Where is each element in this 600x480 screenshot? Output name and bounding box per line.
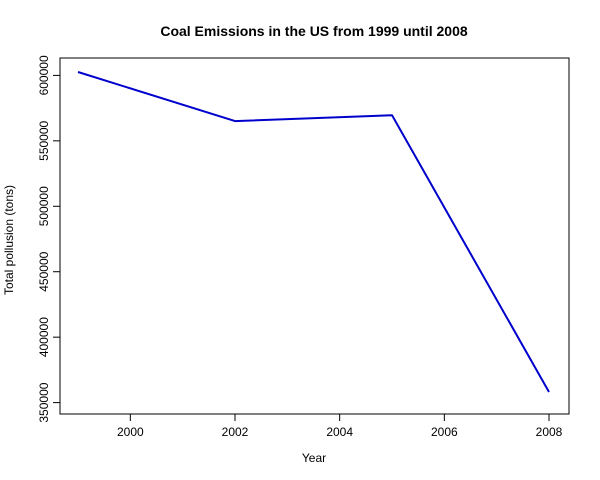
y-tick-label: 400000 — [37, 317, 51, 357]
chart-title: Coal Emissions in the US from 1999 until… — [160, 23, 468, 39]
x-tick-label: 2006 — [431, 425, 458, 439]
y-tick-label: 350000 — [37, 382, 51, 422]
y-tick-label: 600000 — [37, 55, 51, 95]
x-tick-label: 2004 — [326, 425, 353, 439]
y-tick-label: 550000 — [37, 120, 51, 160]
series-layer — [77, 71, 550, 393]
y-axis: 350000 400000 450000 500000 550000 600000 — [37, 55, 61, 423]
y-tick-label: 500000 — [37, 186, 51, 226]
x-tick-label: 2002 — [222, 425, 249, 439]
series-line — [77, 71, 550, 393]
y-tick-label: 450000 — [37, 251, 51, 291]
x-tick-label: 2008 — [536, 425, 563, 439]
y-axis-label: Total pollusion (tons) — [2, 185, 16, 295]
x-axis: 2000 2002 2004 2006 2008 — [117, 413, 563, 439]
x-tick-label: 2000 — [117, 425, 144, 439]
plot-box — [59, 57, 570, 415]
x-axis-label: Year — [302, 451, 326, 465]
